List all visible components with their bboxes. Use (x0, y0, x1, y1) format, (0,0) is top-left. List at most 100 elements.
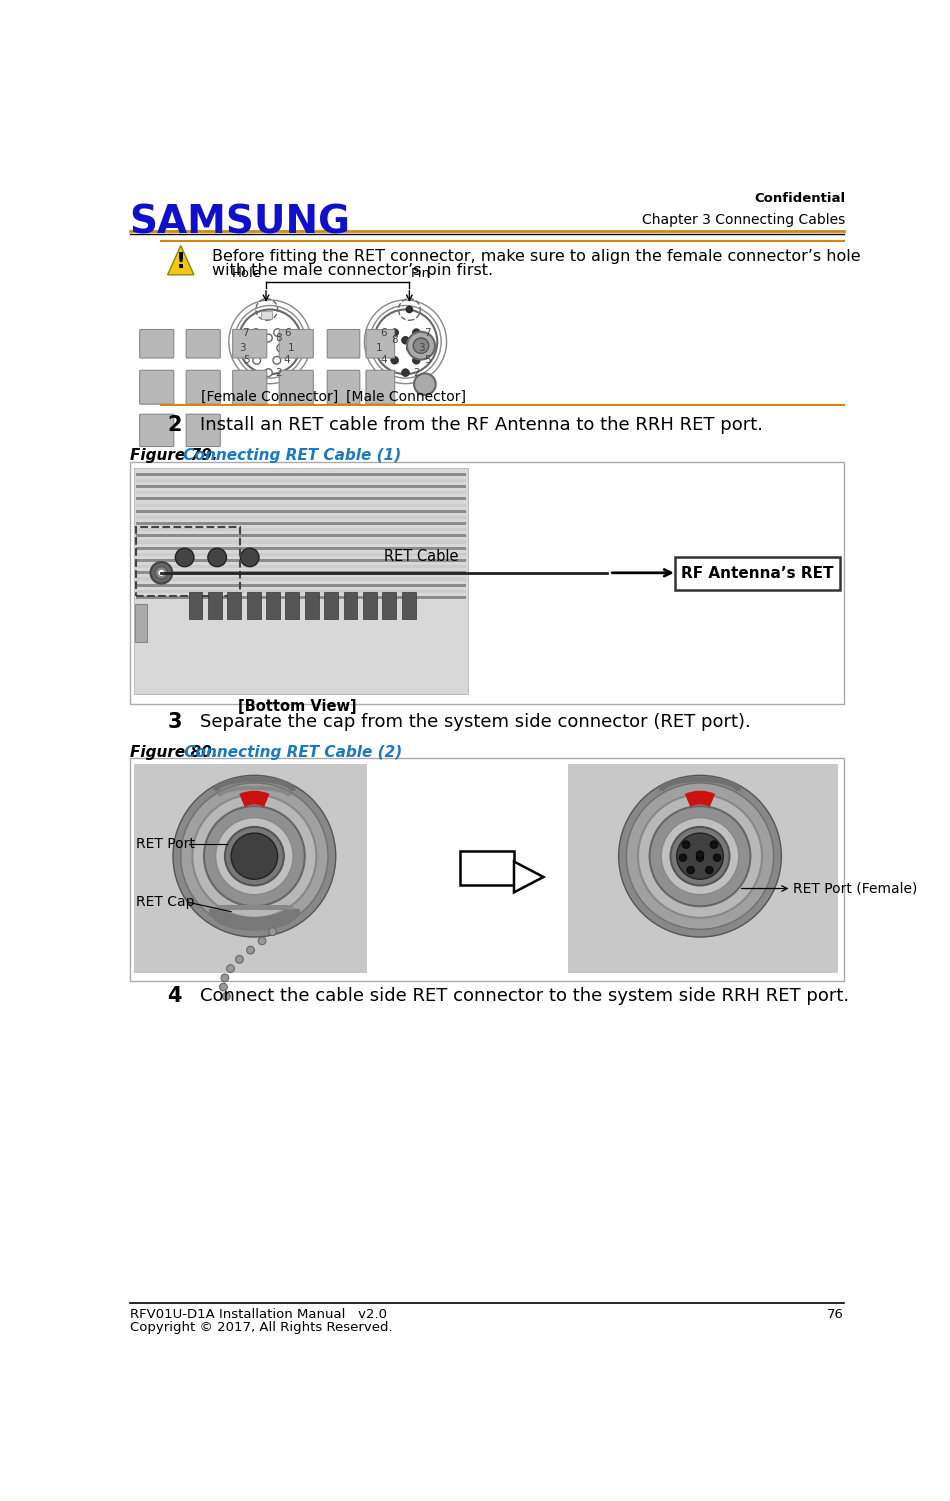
Text: [Male Connector]: [Male Connector] (346, 390, 466, 404)
Circle shape (273, 356, 281, 365)
Text: 7: 7 (424, 327, 430, 338)
Circle shape (204, 806, 305, 907)
Circle shape (159, 570, 163, 575)
FancyBboxPatch shape (233, 330, 267, 359)
FancyBboxPatch shape (136, 558, 466, 561)
Text: Hole: Hole (232, 267, 262, 281)
Text: 3: 3 (167, 711, 181, 732)
FancyBboxPatch shape (140, 371, 174, 404)
FancyBboxPatch shape (134, 468, 467, 695)
Circle shape (236, 956, 243, 964)
Circle shape (676, 833, 723, 880)
FancyBboxPatch shape (140, 330, 174, 359)
Text: Copyright © 2017, All Rights Reserved.: Copyright © 2017, All Rights Reserved. (129, 1321, 392, 1334)
Text: 5: 5 (424, 356, 430, 365)
Circle shape (221, 974, 229, 982)
Circle shape (402, 336, 409, 344)
Circle shape (618, 776, 781, 937)
Circle shape (208, 548, 226, 567)
FancyBboxPatch shape (460, 851, 514, 884)
Text: Connect the cable side RET connector to the system side RRH RET port.: Connect the cable side RET connector to … (200, 988, 849, 1006)
Circle shape (386, 344, 394, 351)
Text: 5: 5 (243, 356, 250, 365)
Circle shape (650, 806, 750, 907)
Text: Pin: Pin (411, 267, 431, 281)
Circle shape (276, 344, 285, 351)
FancyBboxPatch shape (186, 371, 220, 404)
Text: [Female Connector]: [Female Connector] (201, 390, 338, 404)
Polygon shape (167, 246, 194, 275)
Circle shape (155, 567, 167, 579)
Text: Figure 80.: Figure 80. (129, 744, 218, 760)
Polygon shape (514, 862, 543, 893)
Circle shape (269, 928, 276, 935)
Circle shape (390, 329, 399, 336)
FancyBboxPatch shape (327, 371, 360, 404)
FancyBboxPatch shape (136, 564, 466, 569)
FancyBboxPatch shape (188, 591, 202, 618)
FancyBboxPatch shape (136, 572, 466, 575)
Text: 7: 7 (242, 327, 249, 338)
Circle shape (274, 329, 281, 336)
Circle shape (252, 329, 259, 336)
FancyBboxPatch shape (382, 591, 396, 618)
Text: 4: 4 (167, 986, 181, 1006)
Text: RET Cable: RET Cable (384, 548, 458, 563)
Circle shape (413, 338, 428, 353)
FancyBboxPatch shape (327, 330, 360, 359)
Text: 1: 1 (288, 344, 294, 353)
Circle shape (696, 854, 704, 862)
FancyBboxPatch shape (285, 591, 299, 618)
Circle shape (412, 356, 420, 365)
FancyBboxPatch shape (136, 534, 466, 537)
Circle shape (173, 776, 335, 937)
Circle shape (216, 818, 294, 895)
Circle shape (402, 369, 409, 377)
FancyBboxPatch shape (134, 764, 367, 973)
Circle shape (253, 356, 260, 365)
Text: Connecting RET Cable (2): Connecting RET Cable (2) (180, 744, 403, 760)
Circle shape (407, 344, 414, 351)
FancyBboxPatch shape (136, 473, 466, 476)
Text: 2: 2 (276, 368, 282, 378)
Text: RET Cap: RET Cap (136, 896, 195, 910)
Text: 4: 4 (380, 356, 387, 365)
FancyBboxPatch shape (675, 557, 840, 590)
Circle shape (682, 841, 690, 848)
Circle shape (249, 344, 256, 351)
Circle shape (258, 937, 266, 944)
FancyBboxPatch shape (279, 371, 314, 404)
FancyBboxPatch shape (266, 591, 280, 618)
FancyBboxPatch shape (324, 591, 338, 618)
Text: with the male connector’s pin first.: with the male connector’s pin first. (212, 263, 493, 278)
FancyBboxPatch shape (129, 758, 845, 982)
FancyBboxPatch shape (136, 503, 466, 507)
Circle shape (222, 992, 230, 1000)
FancyBboxPatch shape (136, 596, 466, 599)
Text: 3: 3 (418, 344, 425, 353)
FancyBboxPatch shape (136, 546, 466, 549)
Text: RET Port: RET Port (136, 838, 195, 851)
FancyBboxPatch shape (363, 591, 377, 618)
Text: 8: 8 (276, 333, 282, 342)
FancyBboxPatch shape (135, 603, 147, 642)
FancyBboxPatch shape (186, 414, 220, 446)
FancyBboxPatch shape (136, 491, 466, 494)
Text: RET Port (Female): RET Port (Female) (793, 881, 918, 896)
Text: 76: 76 (827, 1309, 845, 1321)
FancyBboxPatch shape (227, 591, 241, 618)
Circle shape (219, 983, 227, 991)
FancyBboxPatch shape (261, 311, 273, 318)
Text: Connecting RET Cable (1): Connecting RET Cable (1) (178, 449, 401, 464)
Circle shape (407, 332, 435, 360)
FancyBboxPatch shape (136, 552, 466, 555)
FancyBboxPatch shape (366, 371, 394, 404)
FancyBboxPatch shape (136, 540, 466, 543)
Text: 2: 2 (413, 368, 420, 378)
FancyBboxPatch shape (136, 584, 466, 587)
Text: SAMSUNG: SAMSUNG (129, 204, 351, 242)
Circle shape (414, 374, 436, 395)
Circle shape (180, 784, 328, 929)
FancyBboxPatch shape (136, 528, 466, 531)
Circle shape (638, 794, 762, 917)
